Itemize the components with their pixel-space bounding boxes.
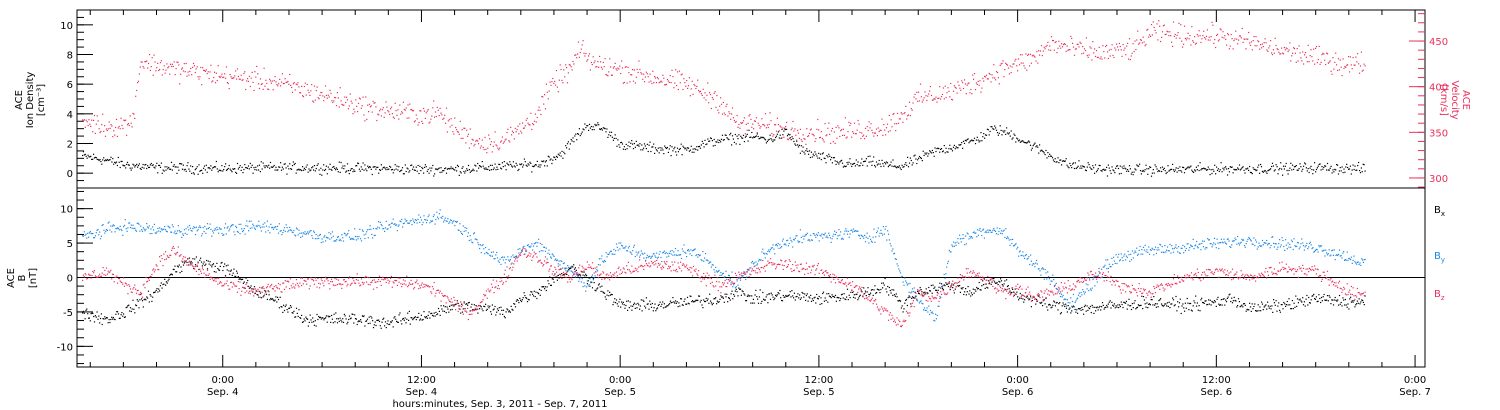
x-tick-time: 12:00: [804, 375, 833, 386]
x-tick-time: 0:00: [211, 375, 233, 386]
y-tick-label: 10: [60, 21, 73, 32]
field-component-z-points: [82, 246, 1366, 328]
x-tick-time: 12:00: [407, 375, 436, 386]
y-tick-label: 300: [1429, 174, 1448, 185]
y-tick-label: 10: [60, 205, 73, 216]
legend-by: By: [1434, 251, 1445, 264]
y-tick-label: -5: [63, 308, 73, 319]
y-tick-label: 4: [67, 110, 73, 121]
ion-density-points: [82, 122, 1366, 177]
y-tick-label: 6: [67, 80, 73, 91]
x-tick-date: Sep. 5: [604, 387, 636, 398]
y-tick-label: 0: [67, 274, 73, 285]
y-axis-label: ACEIon Density[cm⁻³]: [14, 72, 47, 129]
y-tick-label: 5: [67, 239, 73, 250]
legend-bz: Bz: [1434, 289, 1445, 302]
y-axis-label: ACEB[nT]: [6, 268, 39, 288]
field-component-y-points: [82, 209, 1366, 322]
x-tick-date: Sep. 7: [1399, 387, 1431, 398]
y-axis-label: ACEVelocity[km/s]: [1438, 80, 1471, 119]
y-tick-label: 2: [67, 140, 73, 151]
y-tick-label: 400: [1429, 83, 1448, 94]
x-axis-label: hours:minutes, Sep. 3, 2011 - Sep. 7, 20…: [392, 399, 607, 410]
x-tick-date: Sep. 6: [1201, 387, 1233, 398]
y-tick-label: 8: [67, 51, 73, 62]
bottom-panel-magnetic-field: -10 -5 0 5 10 ACEB[nT] Bx By Bz: [6, 187, 1445, 368]
top-panel-density-velocity: 0 2 4 6 8 10 300 350 400 450 ACEIon Density[cm⁻³] A…: [14, 9, 1471, 189]
field-component-x-points: [82, 256, 1366, 329]
y-tick-label: 450: [1429, 37, 1448, 48]
x-tick-date: Sep. 6: [1002, 387, 1034, 398]
x-tick-time: 0:00: [1404, 375, 1426, 386]
x-tick-date: Sep. 4: [207, 387, 239, 398]
x-tick-time: 0:00: [609, 375, 631, 386]
velocity-points: [82, 20, 1366, 154]
x-tick-date: Sep. 5: [803, 387, 835, 398]
y-tick-label: 350: [1429, 128, 1448, 139]
x-tick-time: 0:00: [1006, 375, 1028, 386]
y-tick-label: -10: [57, 342, 73, 353]
top-frame: [76, 9, 1426, 189]
legend-bx: Bx: [1434, 205, 1445, 218]
x-tick-date: Sep. 4: [406, 387, 438, 398]
x-tick-time: 12:00: [1202, 375, 1231, 386]
y-tick-label: 0: [67, 169, 73, 180]
